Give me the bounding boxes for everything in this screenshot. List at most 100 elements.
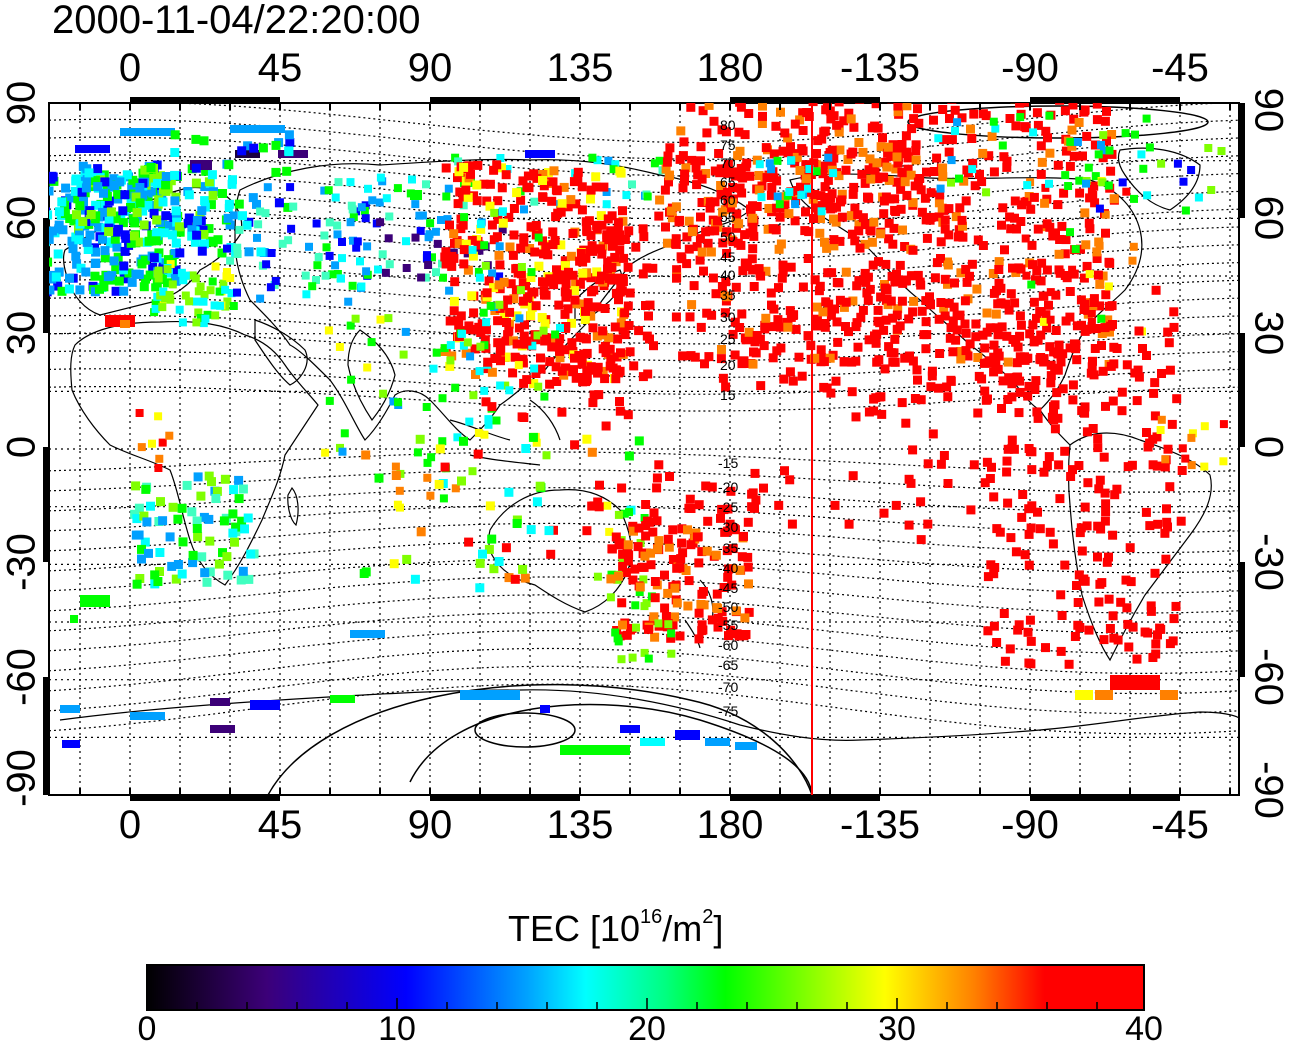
- tec-cell: [194, 287, 203, 296]
- tec-cell: [961, 328, 971, 338]
- tec-cell: [842, 85, 851, 94]
- tec-cell: [196, 282, 205, 291]
- tec-cell: [441, 163, 451, 173]
- tec-cell: [648, 527, 658, 537]
- tec-cell: [588, 398, 598, 408]
- tec-cell: [219, 279, 228, 288]
- top-lon-label: -135: [839, 46, 921, 90]
- tec-cell: [476, 328, 486, 337]
- tec-cell: [1151, 285, 1161, 295]
- tec-cell: [196, 314, 205, 322]
- tec-cell: [362, 267, 371, 276]
- tec-cell: [749, 282, 759, 291]
- tec-cell: [455, 187, 465, 197]
- tec-cell: [1076, 244, 1085, 254]
- tec-cell: [940, 215, 950, 225]
- tec-cell: [480, 430, 489, 439]
- tec-cell: [544, 526, 554, 536]
- tec-cell: [989, 340, 999, 350]
- tec-cell: [1194, 193, 1203, 202]
- tec-cell: [937, 203, 947, 213]
- tec-cell: [521, 444, 531, 453]
- tec-cell: [776, 239, 786, 249]
- tec-cell: [1022, 271, 1031, 280]
- tec-cell: [1082, 427, 1092, 437]
- tec-cell: [1169, 307, 1179, 317]
- tec-cell: [704, 352, 714, 362]
- tec-cell: [120, 128, 175, 136]
- tec-cell: [852, 318, 862, 328]
- tec-cell: [655, 195, 665, 205]
- tec-cell: [468, 467, 477, 476]
- tec-cell: [731, 282, 741, 292]
- tec-cell: [1012, 224, 1021, 234]
- tec-cell: [474, 429, 483, 437]
- tec-cell: [1085, 224, 1095, 234]
- tec-cell: [812, 54, 821, 63]
- tec-cell: [983, 626, 993, 636]
- tec-cell: [1028, 320, 1038, 330]
- tec-cell: [841, 267, 851, 277]
- tec-cell: [736, 103, 746, 112]
- tec-cell: [891, 164, 901, 174]
- tec-cell: [993, 299, 1003, 309]
- tec-cell: [284, 236, 293, 245]
- tec-cell: [76, 180, 86, 190]
- tec-cell: [402, 264, 411, 272]
- tec-cell: [676, 252, 686, 262]
- tec-cell: [798, 282, 808, 292]
- tec-cell: [368, 196, 377, 205]
- tec-cell: [908, 356, 918, 366]
- tec-cell: [261, 209, 270, 218]
- tec-cell: [697, 198, 707, 207]
- tec-cell: [762, 173, 772, 183]
- tec-cell: [1163, 327, 1173, 337]
- tec-cell: [1126, 577, 1136, 587]
- tec-cell: [49, 234, 54, 244]
- tec-cell: [163, 265, 172, 274]
- tec-cell: [703, 516, 713, 526]
- tec-cell: [501, 381, 510, 390]
- magnetic-latitude-contour: [49, 368, 1239, 395]
- tec-cell: [893, 107, 903, 117]
- tec-cell: [853, 210, 863, 220]
- tec-cell: [1040, 65, 1049, 74]
- bottom-lon-label: -135: [839, 803, 921, 847]
- tec-cell: [440, 252, 450, 262]
- tec-cell: [444, 184, 453, 193]
- tec-cell: [685, 312, 695, 322]
- tec-cell: [735, 323, 745, 332]
- tec-cell: [913, 104, 922, 114]
- tec-cell: [668, 620, 678, 630]
- tec-cell: [816, 87, 825, 96]
- colorbar-ticks: [196, 998, 1098, 1010]
- tec-cell: [24, 281, 33, 290]
- tec-cell: [767, 300, 776, 310]
- tec-cell: [744, 579, 753, 589]
- tec-cell: [622, 630, 632, 640]
- tec-cell: [728, 329, 738, 339]
- tec-cell: [26, 264, 35, 273]
- tec-cell: [142, 517, 152, 527]
- tec-cell: [948, 316, 958, 326]
- tec-cell: [898, 275, 908, 285]
- tec-cell: [543, 250, 553, 260]
- tec-cell: [134, 530, 144, 540]
- tec-cell: [100, 177, 110, 187]
- tec-cell: [531, 221, 541, 230]
- tec-cell: [1095, 241, 1104, 250]
- tec-cell: [422, 180, 430, 189]
- tec-cell: [156, 497, 165, 507]
- tec-cell: [90, 176, 100, 186]
- tec-cell: [893, 63, 902, 72]
- tec-cell: [1089, 181, 1099, 191]
- tec-cell: [1138, 344, 1147, 353]
- tec-cell: [374, 473, 384, 483]
- tec-cell: [1142, 114, 1151, 123]
- tec-cell: [713, 216, 722, 226]
- tec-cell: [858, 305, 868, 315]
- tec-cell: [872, 158, 882, 168]
- top-lon-label: 90: [407, 46, 453, 90]
- tec-cell: [605, 361, 615, 371]
- tec-cell: [1047, 412, 1057, 422]
